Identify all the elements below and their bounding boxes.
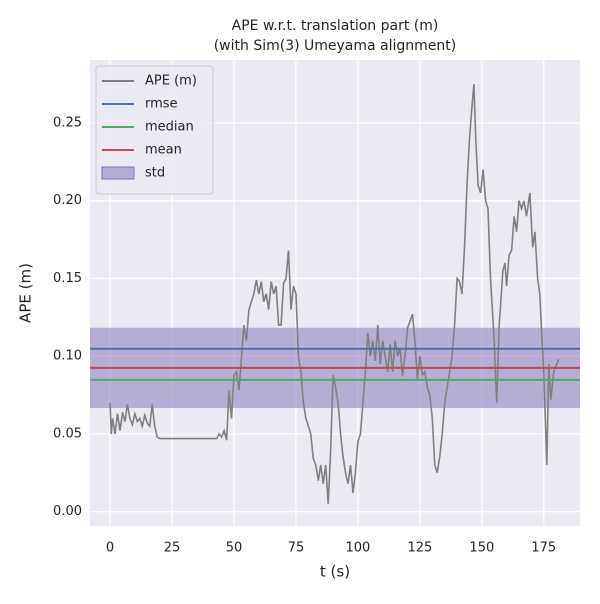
legend-label: median	[145, 120, 194, 135]
chart-title: APE w.r.t. translation part (m)	[232, 18, 439, 34]
x-tick-label: 150	[469, 541, 494, 556]
x-tick-label: 125	[407, 541, 432, 556]
legend-swatch	[101, 166, 135, 180]
legend-box	[95, 65, 214, 195]
x-tick-label: 25	[164, 541, 181, 556]
legend-label: std	[145, 166, 165, 181]
y-tick-label: 0.20	[53, 193, 82, 208]
y-tick-label: 0.05	[53, 426, 82, 441]
x-tick-label: 100	[346, 541, 371, 556]
y-tick-label: 0.25	[53, 115, 82, 130]
x-tick-label: 50	[226, 541, 243, 556]
y-tick-label: 0.15	[53, 271, 82, 286]
y-axis-label: APE (m)	[17, 263, 35, 323]
y-tick-label: 0.00	[53, 504, 82, 519]
y-tick-label: 0.10	[53, 349, 82, 364]
x-tick-label: 175	[531, 541, 556, 556]
legend-label: mean	[145, 143, 182, 158]
legend-label: rmse	[145, 97, 178, 112]
legend-label: APE (m)	[145, 74, 197, 89]
chart-subtitle: (with Sim(3) Umeyama alignment)	[214, 38, 457, 54]
x-axis-label: t (s)	[320, 563, 350, 581]
x-tick-label: 75	[288, 541, 305, 556]
x-tick-label: 0	[106, 541, 114, 556]
ape-line	[109, 84, 560, 504]
